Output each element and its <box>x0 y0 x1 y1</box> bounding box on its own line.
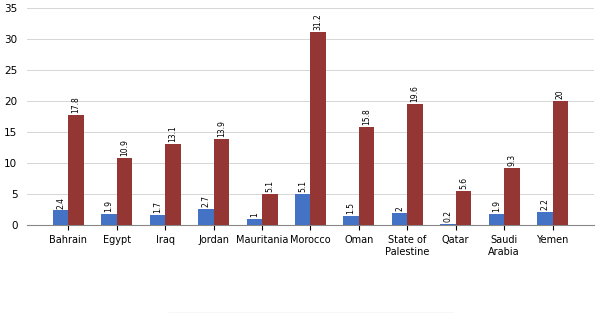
Text: 5.6: 5.6 <box>459 177 468 189</box>
Bar <box>407 104 423 225</box>
Text: 5.1: 5.1 <box>298 180 307 192</box>
Bar <box>392 213 407 225</box>
Bar <box>310 32 326 225</box>
Bar <box>295 194 310 225</box>
Bar <box>489 213 504 225</box>
Text: 1.5: 1.5 <box>347 202 356 214</box>
Bar <box>101 213 117 225</box>
Text: 13.1: 13.1 <box>169 126 178 142</box>
Text: 5.1: 5.1 <box>266 180 274 192</box>
Text: 1.9: 1.9 <box>105 200 114 212</box>
Text: 0.2: 0.2 <box>444 210 453 222</box>
Bar <box>150 215 165 225</box>
Bar <box>198 208 213 225</box>
Bar <box>165 144 181 225</box>
Text: 2.2: 2.2 <box>541 198 550 210</box>
Bar <box>359 127 374 225</box>
Text: 1.9: 1.9 <box>492 200 501 212</box>
Text: 2: 2 <box>395 206 404 211</box>
Text: 2.4: 2.4 <box>56 197 65 208</box>
Bar <box>246 219 262 225</box>
Text: 19.6: 19.6 <box>411 85 420 102</box>
Text: 20: 20 <box>556 90 565 100</box>
Text: 9.3: 9.3 <box>508 154 517 166</box>
Bar <box>456 191 471 225</box>
Text: 13.9: 13.9 <box>217 121 226 137</box>
Bar <box>504 168 520 225</box>
Bar <box>537 212 553 225</box>
Text: 1.7: 1.7 <box>153 201 162 213</box>
Bar <box>343 216 359 225</box>
Text: 1: 1 <box>250 213 259 217</box>
Bar <box>262 194 277 225</box>
Bar <box>68 115 84 225</box>
Text: 31.2: 31.2 <box>314 13 323 30</box>
Text: 17.8: 17.8 <box>72 96 81 113</box>
Text: 10.9: 10.9 <box>120 139 129 156</box>
Text: 2.7: 2.7 <box>202 195 210 207</box>
Bar <box>440 224 456 225</box>
Text: 15.8: 15.8 <box>362 109 371 126</box>
Bar <box>117 158 132 225</box>
Bar <box>553 101 568 225</box>
Bar <box>53 210 68 225</box>
Bar <box>213 139 229 225</box>
